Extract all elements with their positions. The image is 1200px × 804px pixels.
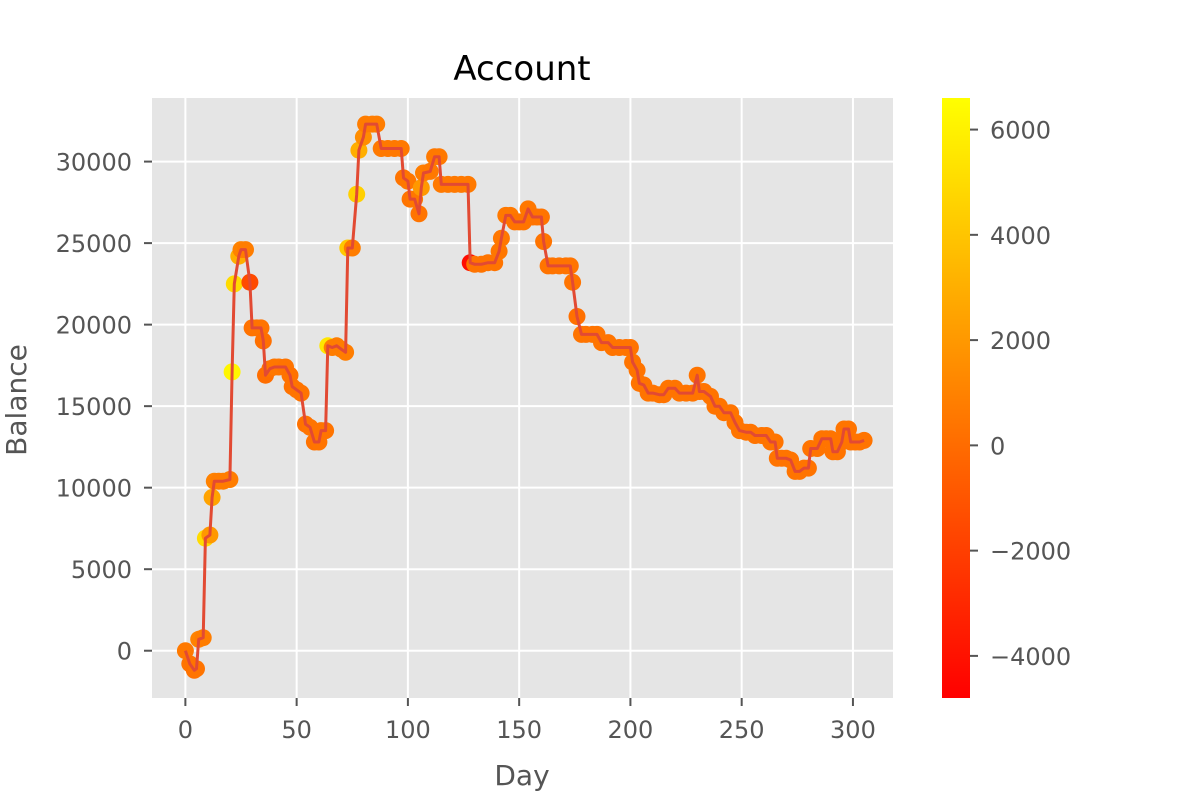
y-tick-label: 25000 [56, 230, 132, 258]
axis-ticks: 0 50 100 150 200 250 300 0 5000 10000 15000 20000 25… [56, 149, 876, 744]
x-axis-title: Day [494, 759, 549, 792]
x-tick-label: 150 [496, 716, 542, 744]
data-line [183, 122, 865, 672]
x-tick-label: 300 [830, 716, 876, 744]
y-tick-label: 15000 [56, 393, 132, 421]
colorbar-tick-label: 4000 [990, 222, 1051, 250]
chart-title: Account [453, 49, 590, 89]
y-tick-label: 30000 [56, 149, 132, 177]
colorbar [942, 98, 970, 698]
x-tick-label: 0 [178, 716, 193, 744]
x-tick-label: 200 [608, 716, 654, 744]
x-tick-label: 50 [281, 716, 312, 744]
grid [152, 98, 893, 698]
colorbar-tick-label: 2000 [990, 327, 1051, 355]
colorbar-ticks: 6000 4000 2000 0 −2000 −4000 [970, 117, 1071, 671]
series-line [183, 122, 865, 672]
x-tick-label: 250 [719, 716, 765, 744]
y-tick-label: 0 [117, 638, 132, 666]
y-tick-label: 10000 [56, 475, 132, 503]
y-tick-label: 20000 [56, 312, 132, 340]
plot-background [152, 98, 893, 698]
colorbar-tick-label: 6000 [990, 117, 1051, 145]
y-axis-title: Balance [0, 344, 33, 456]
colorbar-tick-label: −2000 [990, 538, 1071, 566]
y-tick-label: 5000 [71, 556, 132, 584]
colorbar-tick-label: −4000 [990, 643, 1071, 671]
x-tick-label: 100 [385, 716, 431, 744]
colorbar-tick-label: 0 [990, 432, 1005, 460]
